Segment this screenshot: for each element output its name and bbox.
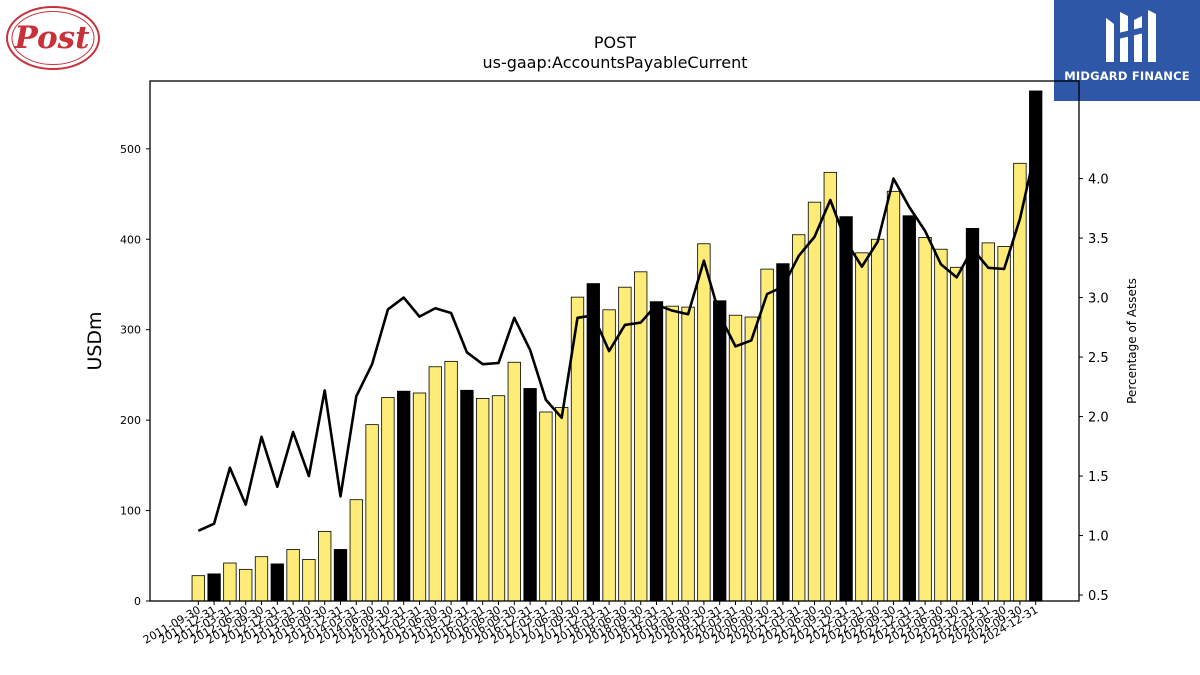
bar-2014-12-31 bbox=[397, 390, 411, 602]
bar-2015-03-31 bbox=[412, 392, 427, 602]
bar-2013-06-30 bbox=[302, 559, 316, 602]
bar-2023-06-30 bbox=[934, 248, 948, 602]
bar-2021-03-31 bbox=[792, 234, 806, 602]
bar-series bbox=[191, 90, 1043, 602]
bar-2019-09-30 bbox=[697, 243, 711, 602]
y2-tick-label: 2.0 bbox=[1088, 411, 1109, 426]
post-logo: Post bbox=[6, 6, 100, 70]
bar-2020-06-30 bbox=[744, 316, 758, 602]
bar-2016-03-31 bbox=[476, 398, 490, 602]
bar-2021-06-30 bbox=[807, 201, 822, 602]
bar-2012-06-30 bbox=[239, 568, 253, 602]
chart-title: POST bbox=[594, 33, 636, 52]
bar-2024-06-30 bbox=[997, 246, 1011, 602]
bar-2016-12-31 bbox=[523, 388, 537, 602]
bar-2016-06-30 bbox=[491, 395, 506, 602]
bar-2019-12-31 bbox=[713, 300, 727, 602]
bar-2015-12-31 bbox=[460, 389, 474, 602]
bar-2014-03-31 bbox=[349, 499, 363, 602]
bar-2017-03-31 bbox=[539, 411, 553, 602]
bar-2016-09-30 bbox=[507, 361, 521, 602]
y2-tick-label: 1.5 bbox=[1088, 470, 1109, 485]
y-tick-label: 400 bbox=[120, 233, 141, 246]
y2-tick-label: 0.5 bbox=[1088, 589, 1109, 604]
y-tick-label: 0 bbox=[134, 595, 141, 608]
bar-2015-06-30 bbox=[428, 366, 442, 602]
bar-2018-12-31 bbox=[649, 301, 664, 602]
bar-2011-09-30 bbox=[191, 575, 205, 602]
y2-tick-label: 2.5 bbox=[1088, 351, 1109, 366]
bar-2015-09-30 bbox=[444, 360, 458, 602]
y-tick-label: 300 bbox=[120, 324, 141, 337]
bar-2020-09-30 bbox=[760, 268, 774, 602]
y2-tick-label: 3.5 bbox=[1088, 232, 1109, 247]
line-series bbox=[197, 148, 1037, 532]
bar-2017-06-30 bbox=[555, 407, 569, 602]
bar-2011-12-31 bbox=[207, 573, 221, 602]
bar-2014-09-30 bbox=[381, 397, 395, 602]
bar-2022-06-30 bbox=[871, 238, 885, 602]
bar-2021-09-30 bbox=[823, 171, 837, 602]
percentage-line bbox=[197, 148, 1037, 532]
bar-2023-03-31 bbox=[918, 237, 932, 602]
bar-2018-03-31 bbox=[602, 309, 616, 602]
bar-2012-09-30 bbox=[254, 556, 269, 602]
bar-2012-12-31 bbox=[270, 563, 284, 602]
y2-tick-label: 1.0 bbox=[1088, 530, 1109, 545]
bar-2023-09-30 bbox=[950, 266, 964, 602]
bar-2022-09-30 bbox=[886, 190, 901, 602]
plot-frame bbox=[149, 80, 1080, 602]
bar-2020-03-31 bbox=[728, 314, 743, 602]
bar-2024-03-31 bbox=[981, 242, 995, 602]
bar-2013-09-30 bbox=[318, 530, 332, 602]
bar-2021-12-31 bbox=[839, 216, 853, 602]
bar-2013-03-31 bbox=[286, 549, 300, 602]
bar-2022-03-31 bbox=[855, 252, 869, 602]
chart-subtitle: us-gaap:AccountsPayableCurrent bbox=[482, 53, 747, 72]
y-tick-label: 100 bbox=[120, 505, 141, 518]
y-tick-label: 200 bbox=[120, 414, 141, 427]
bar-2017-12-31 bbox=[586, 283, 600, 602]
midgard-finance-logo: MIDGARD FINANCE bbox=[1054, 0, 1200, 101]
bar-2013-12-31 bbox=[333, 549, 348, 602]
y-axis-label: USDm bbox=[84, 311, 106, 370]
bar-2019-03-31 bbox=[665, 305, 679, 602]
bar-2014-06-30 bbox=[365, 424, 379, 602]
bar-2019-06-30 bbox=[681, 306, 695, 602]
bar-2020-12-31 bbox=[776, 263, 790, 602]
y2-axis-label: Percentage of Assets bbox=[1125, 278, 1139, 404]
bar-2022-12-31 bbox=[902, 215, 916, 602]
bar-2012-03-31 bbox=[223, 562, 237, 602]
bar-2023-12-31 bbox=[965, 228, 980, 602]
y2-tick-label: 3.0 bbox=[1088, 292, 1109, 307]
midgard-finance-wordmark: MIDGARD FINANCE bbox=[1064, 69, 1190, 83]
svg-text:Post: Post bbox=[14, 20, 91, 56]
midgard-finance-emblem bbox=[1106, 10, 1156, 62]
y2-tick-label: 4.0 bbox=[1088, 173, 1109, 188]
y-tick-label: 500 bbox=[120, 143, 141, 156]
